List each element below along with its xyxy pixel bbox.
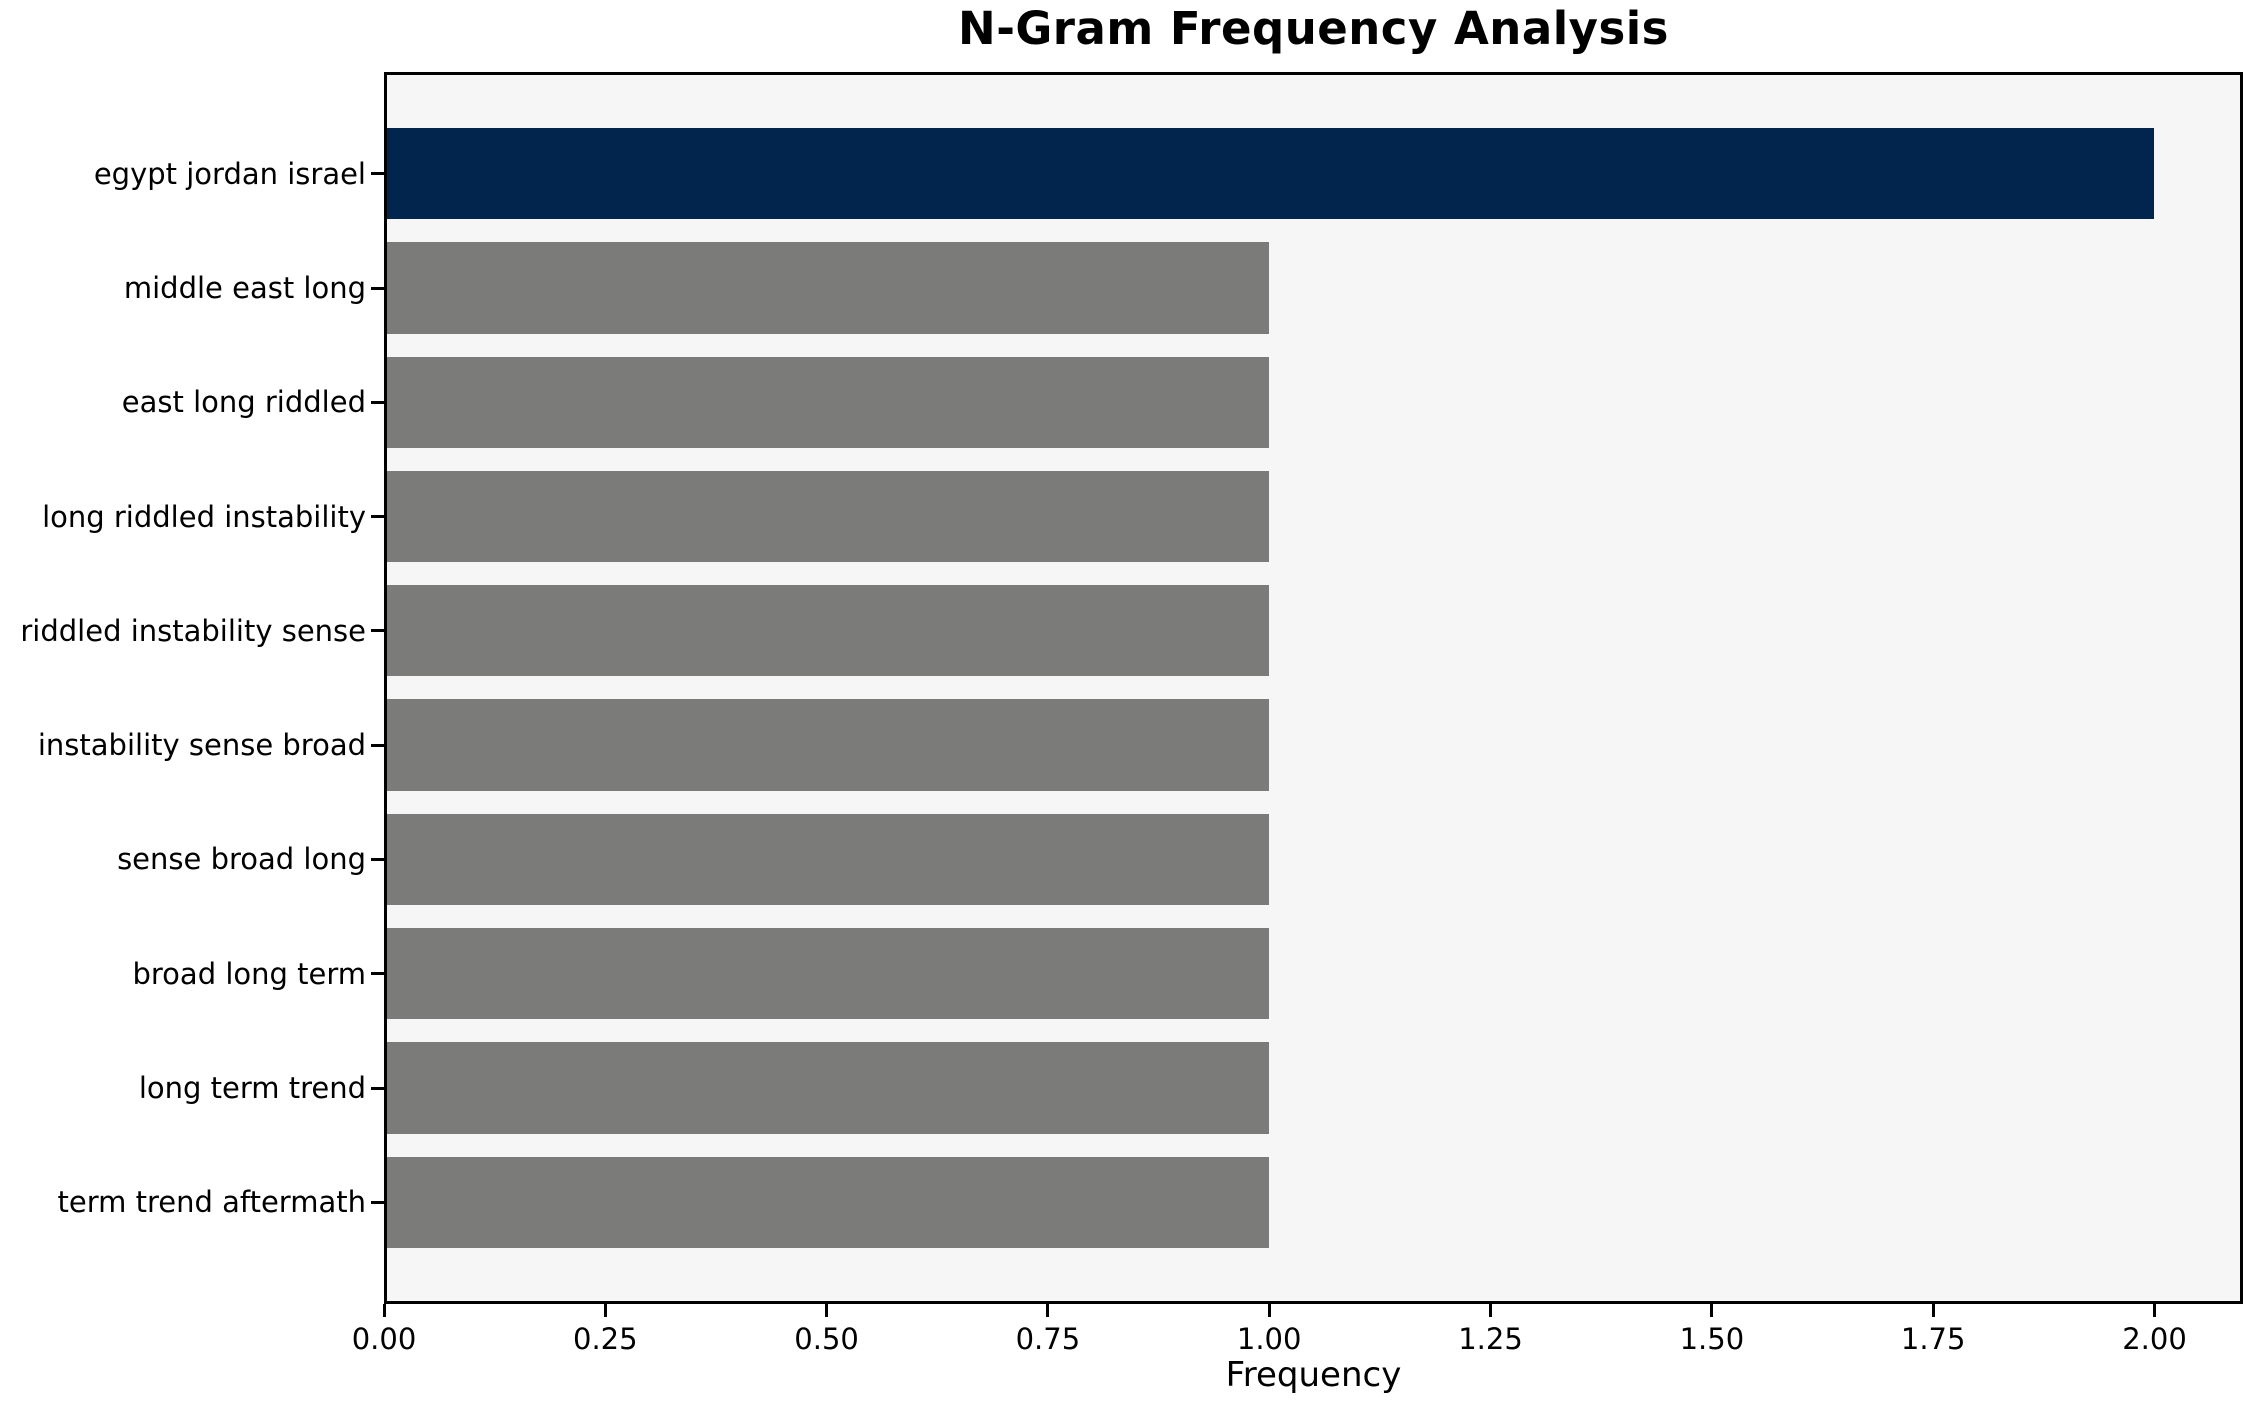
y-tick-mark (371, 286, 384, 290)
x-tick-label: 0.75 (1015, 1322, 1081, 1356)
y-tick-label: egypt jordan israel (93, 156, 366, 191)
x-tick-mark (1046, 1304, 1050, 1317)
plot-area (384, 72, 2243, 1304)
x-tick-label: 2.00 (2122, 1322, 2187, 1356)
x-tick-label: 1.00 (1236, 1322, 1302, 1356)
y-tick-label: middle east long (123, 271, 366, 305)
bar (384, 1042, 1270, 1134)
x-tick-label: 1.25 (1458, 1322, 1523, 1356)
y-tick-mark (371, 743, 384, 747)
x-tick-mark (382, 1304, 386, 1317)
x-tick-label: 0.00 (351, 1322, 417, 1356)
x-tick-mark (603, 1304, 607, 1317)
y-tick-label: sense broad long (117, 842, 366, 877)
bar (384, 242, 1270, 334)
y-tick-label: long riddled instability (42, 499, 366, 534)
x-tick-label: 0.50 (794, 1322, 859, 1356)
bar (384, 1156, 1270, 1248)
bar (384, 128, 2155, 220)
x-axis-label: Frequency (1225, 1355, 1402, 1395)
chart-title: N-Gram Frequency Analysis (958, 2, 1669, 55)
bar (384, 585, 1270, 677)
y-tick-label: term trend aftermath (57, 1185, 366, 1220)
x-tick-label: 1.75 (1900, 1322, 1966, 1356)
x-tick-mark (1489, 1304, 1492, 1317)
x-tick-mark (2153, 1304, 2156, 1317)
y-tick-mark (371, 629, 384, 633)
y-tick-mark (371, 172, 384, 176)
y-tick-mark (371, 1086, 384, 1090)
bar (384, 813, 1270, 906)
y-tick-mark (371, 400, 384, 404)
x-tick-mark (1710, 1304, 1714, 1317)
y-tick-mark (371, 1200, 384, 1204)
y-tick-label: instability sense broad (37, 728, 366, 763)
bar (384, 356, 1270, 448)
y-tick-mark (371, 972, 384, 976)
y-tick-mark (371, 857, 384, 861)
x-tick-mark (825, 1304, 829, 1317)
bar (384, 470, 1270, 563)
y-tick-label: broad long term (132, 956, 366, 991)
x-tick-mark (1931, 1304, 1935, 1317)
y-tick-label: riddled instability sense (20, 613, 366, 648)
y-tick-label: east long riddled (121, 385, 366, 420)
bar (384, 928, 1270, 1020)
y-tick-label: long term trend (138, 1071, 366, 1105)
y-tick-mark (371, 515, 384, 519)
bar (384, 699, 1270, 791)
x-tick-label: 0.25 (573, 1322, 638, 1356)
x-tick-label: 1.50 (1679, 1322, 1745, 1356)
x-tick-mark (1267, 1304, 1271, 1317)
